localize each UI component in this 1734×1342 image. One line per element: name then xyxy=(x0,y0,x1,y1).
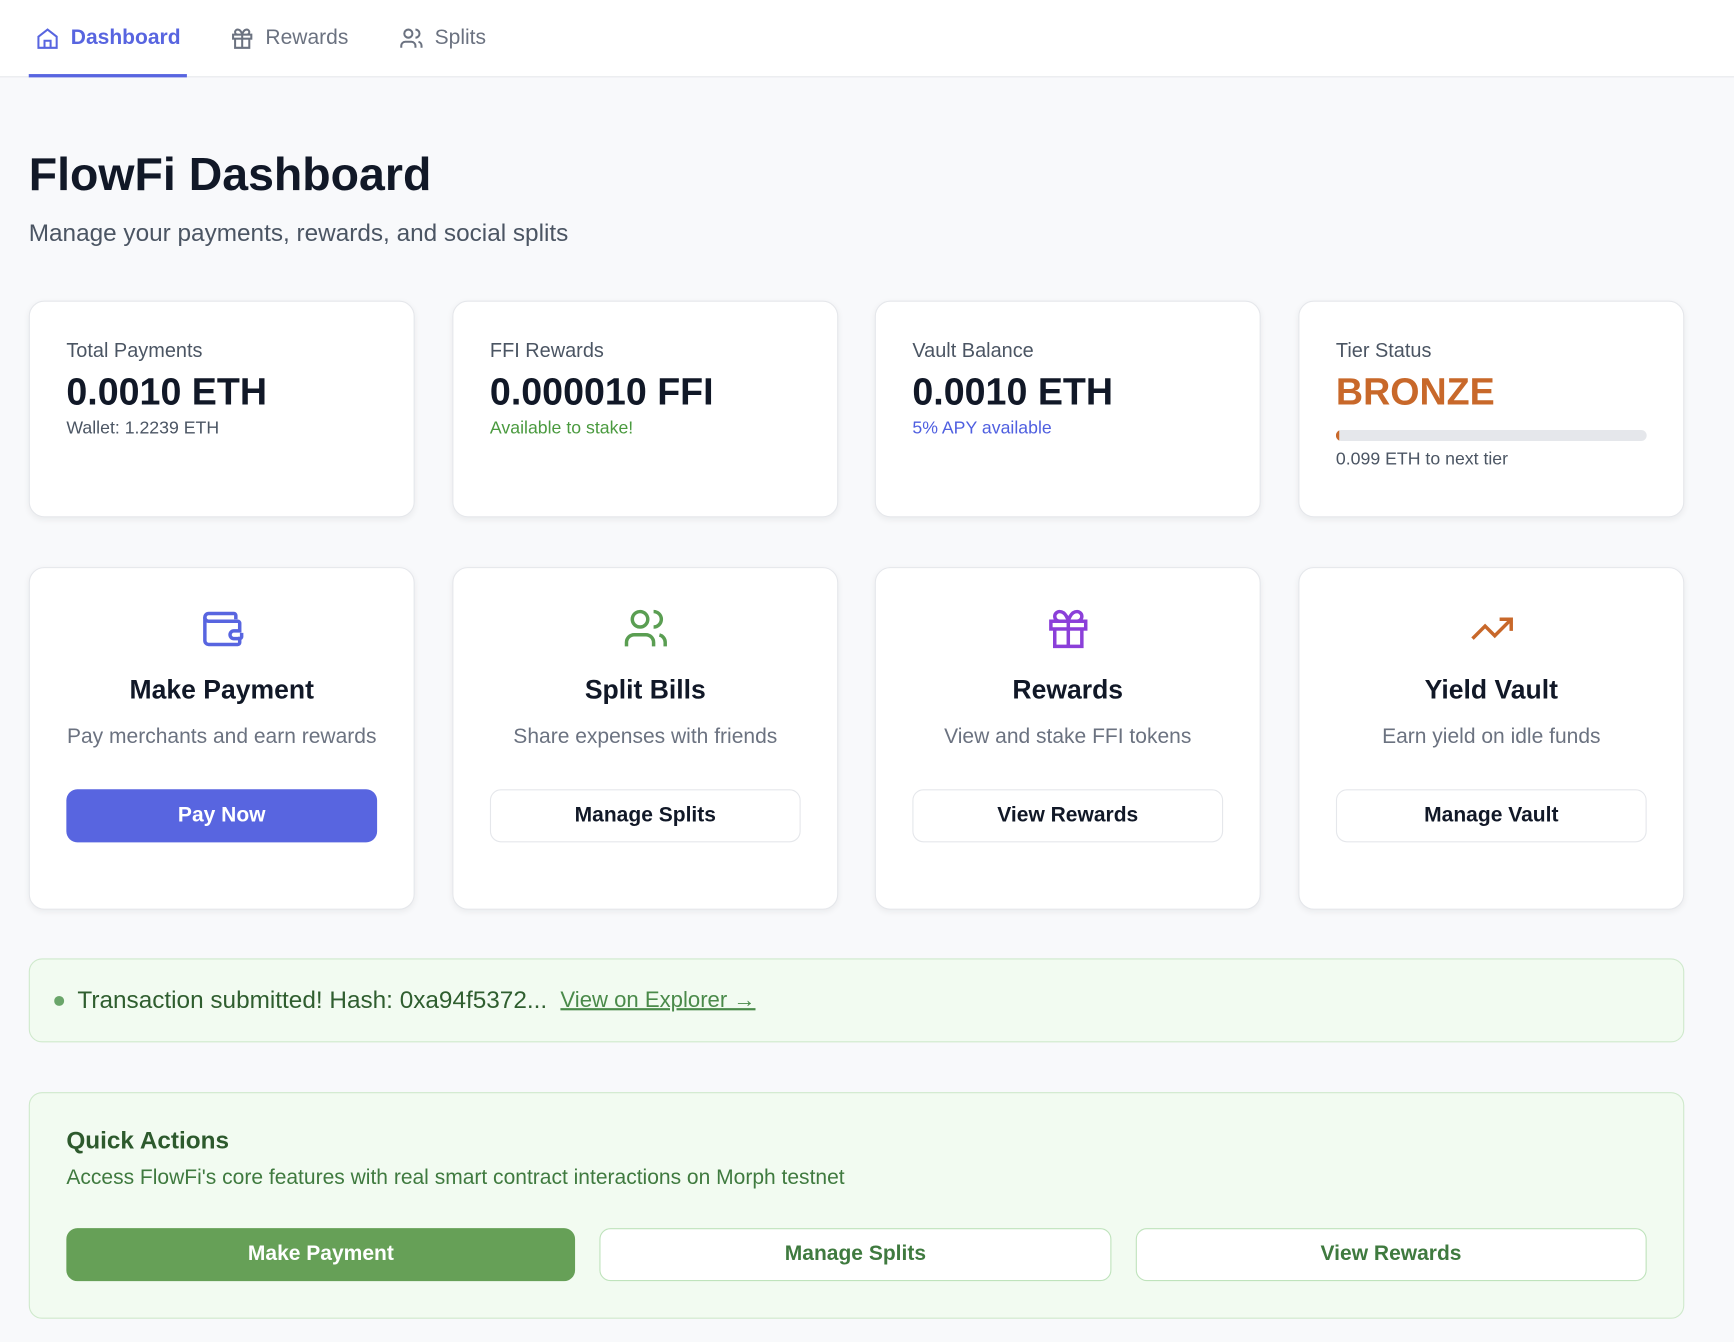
action-description: Earn yield on idle funds xyxy=(1382,725,1601,749)
progress-fill xyxy=(1335,430,1340,442)
quick-actions-description: Access FlowFi's core features with real … xyxy=(66,1166,845,1190)
stat-card: Vault Balance 0.0010 ETH 5% APY availabl… xyxy=(874,300,1261,518)
nav-tab[interactable]: Rewards xyxy=(230,0,348,76)
stat-note: 5% APY available xyxy=(912,418,1052,438)
stat-note: 0.099 ETH to next tier xyxy=(1335,449,1509,469)
nav-label: Splits xyxy=(434,25,487,50)
stat-label: Vault Balance xyxy=(912,339,1034,362)
action-button[interactable]: Manage Splits xyxy=(489,789,801,843)
wallet-icon xyxy=(202,611,243,647)
action-button[interactable]: View Rewards xyxy=(912,789,1224,843)
stat-label: FFI Rewards xyxy=(489,339,604,362)
stat-label: Total Payments xyxy=(66,339,203,362)
action-description: Pay merchants and earn rewards xyxy=(66,725,377,749)
stat-card: Total Payments 0.0010 ETH Wallet: 1.2239… xyxy=(28,300,415,518)
status-dot xyxy=(54,995,65,1006)
stat-label: Tier Status xyxy=(1335,339,1432,362)
stat-value: BRONZE xyxy=(1335,371,1495,414)
users-icon xyxy=(624,609,667,647)
quick-actions: Quick Actions Access FlowFi's core featu… xyxy=(28,1092,1685,1319)
explorer-link[interactable]: View on Explorer → xyxy=(560,987,756,1012)
nav-tab[interactable]: Splits xyxy=(399,0,486,76)
action-description: Share expenses with friends xyxy=(513,725,778,749)
action-card: Rewards View and stake FFI tokens View R… xyxy=(874,567,1261,910)
banner-message: Transaction submitted! Hash: 0xa94f5372.… xyxy=(77,986,548,1014)
action-title: Make Payment xyxy=(129,675,314,706)
gift-icon xyxy=(1048,609,1087,649)
quick-button[interactable]: Make Payment xyxy=(66,1228,576,1282)
stat-note: Available to stake! xyxy=(489,418,634,438)
nav-bar: Dashboard Rewards Splits xyxy=(0,0,1734,78)
page-title: FlowFi Dashboard xyxy=(28,148,432,201)
action-description: View and stake FFI tokens xyxy=(944,725,1192,749)
action-card: Make Payment Pay merchants and earn rewa… xyxy=(28,567,415,910)
stat-value: 0.000010 FFI xyxy=(489,371,714,414)
stat-card: FFI Rewards 0.000010 FFI Available to st… xyxy=(452,300,839,518)
action-button[interactable]: Pay Now xyxy=(66,789,378,843)
nav-tab[interactable]: Dashboard xyxy=(28,0,188,78)
stat-value: 0.0010 ETH xyxy=(66,371,268,414)
trend-icon xyxy=(1470,617,1513,640)
action-title: Split Bills xyxy=(584,675,706,706)
progress-track xyxy=(1335,430,1647,442)
action-button[interactable]: Manage Vault xyxy=(1335,789,1647,843)
transaction-banner: Transaction submitted! Hash: 0xa94f5372.… xyxy=(28,958,1685,1043)
quick-button[interactable]: View Rewards xyxy=(1135,1228,1647,1282)
nav-label: Dashboard xyxy=(70,25,181,50)
quick-button[interactable]: Manage Splits xyxy=(599,1228,1112,1282)
stat-note: Wallet: 1.2239 ETH xyxy=(66,418,220,438)
action-title: Yield Vault xyxy=(1424,675,1558,706)
action-card: Split Bills Share expenses with friends … xyxy=(452,567,839,910)
action-title: Rewards xyxy=(1012,675,1124,706)
quick-actions-title: Quick Actions xyxy=(66,1126,230,1155)
stat-value: 0.0010 ETH xyxy=(912,371,1114,414)
page-subtitle: Manage your payments, rewards, and socia… xyxy=(28,218,569,247)
nav-label: Rewards xyxy=(265,25,349,50)
stat-card: Tier Status BRONZE 0.099 ETH to next tie… xyxy=(1298,300,1685,518)
action-card: Yield Vault Earn yield on idle funds Man… xyxy=(1298,567,1685,910)
